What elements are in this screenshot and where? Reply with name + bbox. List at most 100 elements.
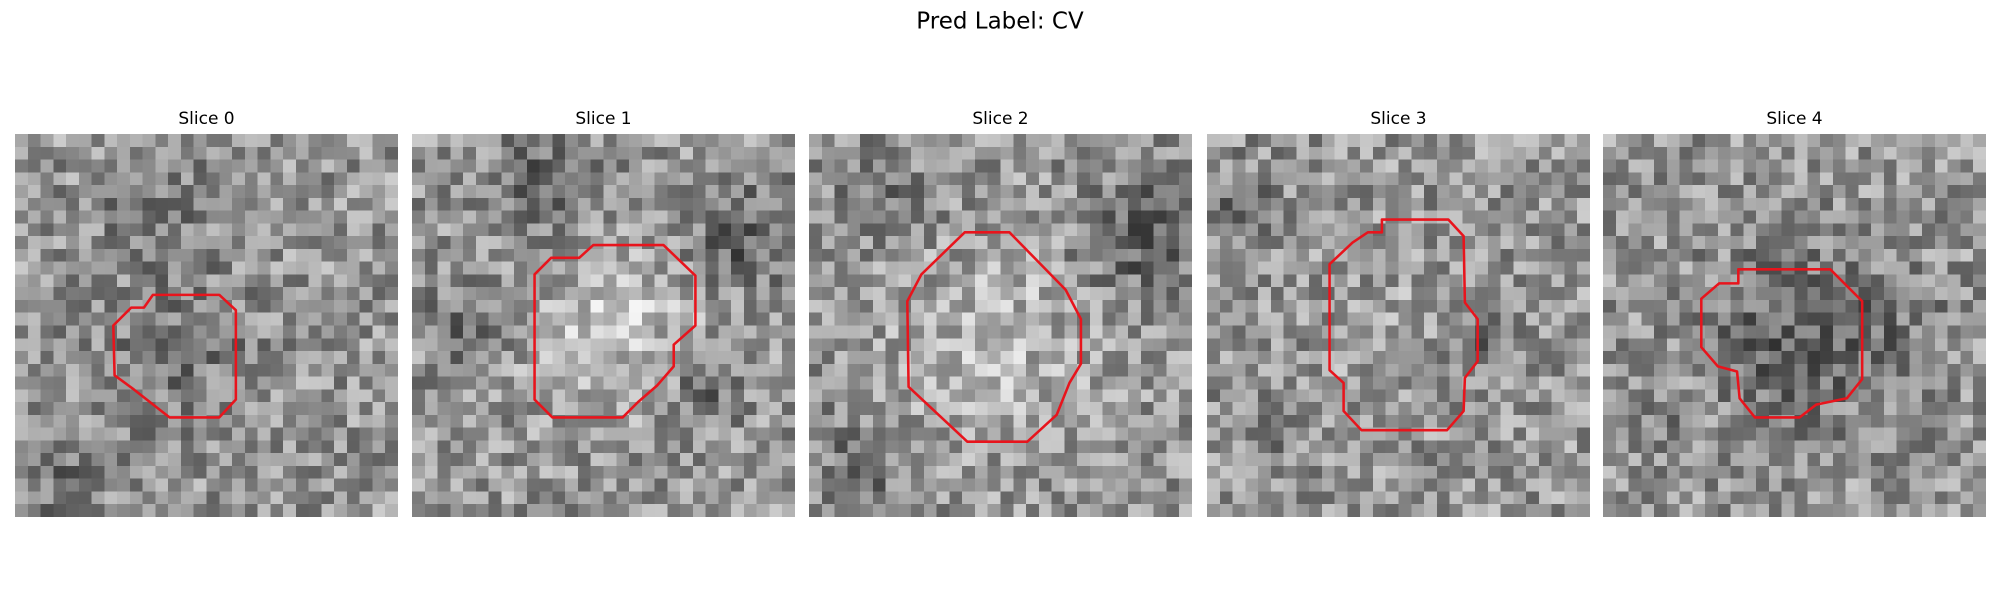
pixel xyxy=(1360,325,1374,339)
pixel xyxy=(1064,325,1078,339)
pixel xyxy=(616,504,630,517)
pixel xyxy=(539,389,553,403)
pixel xyxy=(450,389,464,403)
pixel xyxy=(552,134,566,148)
pixel xyxy=(1832,363,1846,377)
pixel xyxy=(15,159,29,173)
pixel xyxy=(743,478,758,492)
pixel xyxy=(885,146,899,160)
pixel xyxy=(1692,261,1706,275)
pixel xyxy=(1628,478,1642,492)
pixel xyxy=(552,210,566,224)
pixel xyxy=(463,274,477,288)
pixel xyxy=(1051,453,1065,467)
pixel xyxy=(1794,287,1808,301)
pixel xyxy=(244,414,258,429)
pixel xyxy=(1717,210,1732,224)
pixel xyxy=(15,453,29,467)
pixel xyxy=(834,440,848,454)
pixel xyxy=(1207,159,1221,173)
pixel xyxy=(1309,402,1323,416)
pixel xyxy=(1321,402,1336,416)
pixel xyxy=(936,453,950,467)
pixel xyxy=(514,351,528,365)
pixel xyxy=(898,478,912,492)
pixel xyxy=(654,440,668,454)
pixel xyxy=(1207,299,1221,314)
pixel xyxy=(1347,248,1361,263)
pixel xyxy=(270,197,284,211)
pixel xyxy=(1666,312,1680,326)
pixel xyxy=(437,172,451,186)
pixel xyxy=(1026,172,1040,186)
pixel xyxy=(667,414,681,429)
pixel xyxy=(463,287,477,301)
pixel xyxy=(1717,312,1732,326)
pixel xyxy=(1038,185,1052,199)
pixel xyxy=(526,236,541,250)
pixel xyxy=(1654,453,1668,467)
pixel xyxy=(860,210,874,224)
pixel xyxy=(1334,504,1348,517)
pixel xyxy=(334,504,348,517)
pixel xyxy=(257,274,271,288)
pixel xyxy=(232,134,246,148)
pixel xyxy=(1385,465,1399,480)
pixel xyxy=(142,248,156,263)
pixel xyxy=(1743,389,1757,403)
pixel xyxy=(1207,338,1221,352)
pixel xyxy=(667,325,681,339)
pixel xyxy=(475,223,489,237)
pixel xyxy=(1372,236,1387,250)
pixel xyxy=(731,248,745,263)
pixel xyxy=(1296,414,1310,429)
pixel xyxy=(129,453,144,467)
pixel xyxy=(1372,134,1387,148)
pixel xyxy=(346,453,361,467)
pixel xyxy=(1858,159,1872,173)
pixel xyxy=(1820,338,1834,352)
pixel xyxy=(1832,478,1846,492)
pixel xyxy=(1845,248,1859,263)
pixel xyxy=(936,427,950,441)
pixel xyxy=(680,159,694,173)
pixel xyxy=(1038,146,1052,160)
pixel xyxy=(962,478,976,492)
pixel xyxy=(412,159,426,173)
pixel xyxy=(962,261,976,275)
pixel xyxy=(974,236,989,250)
pixel xyxy=(1153,389,1167,403)
pixel xyxy=(1960,427,1974,441)
pixel xyxy=(603,453,617,467)
pixel xyxy=(1000,376,1014,390)
pixel xyxy=(193,159,207,173)
pixel xyxy=(412,236,426,250)
pixel xyxy=(1781,172,1795,186)
pixel xyxy=(1487,299,1502,314)
pixel xyxy=(295,312,310,326)
pixel xyxy=(1564,248,1578,263)
pixel xyxy=(1140,236,1155,250)
pixel xyxy=(1051,338,1065,352)
pixel xyxy=(155,427,169,441)
pixel xyxy=(1436,465,1450,480)
pixel xyxy=(15,363,29,377)
pixel xyxy=(1051,134,1065,148)
pixel xyxy=(1000,504,1014,517)
pixel xyxy=(577,210,592,224)
pixel xyxy=(1820,491,1834,505)
pixel xyxy=(1960,146,1974,160)
pixel xyxy=(705,402,719,416)
pixel xyxy=(705,465,719,480)
pixel xyxy=(1038,491,1052,505)
pixel xyxy=(1372,274,1387,288)
pixel xyxy=(1436,351,1450,365)
pixel xyxy=(872,402,886,416)
pixel xyxy=(1832,210,1846,224)
pixel xyxy=(1064,172,1078,186)
pixel xyxy=(1730,325,1744,339)
pixel xyxy=(1000,312,1014,326)
pixel xyxy=(1128,299,1142,314)
pixel xyxy=(1026,274,1040,288)
pixel xyxy=(346,236,361,250)
